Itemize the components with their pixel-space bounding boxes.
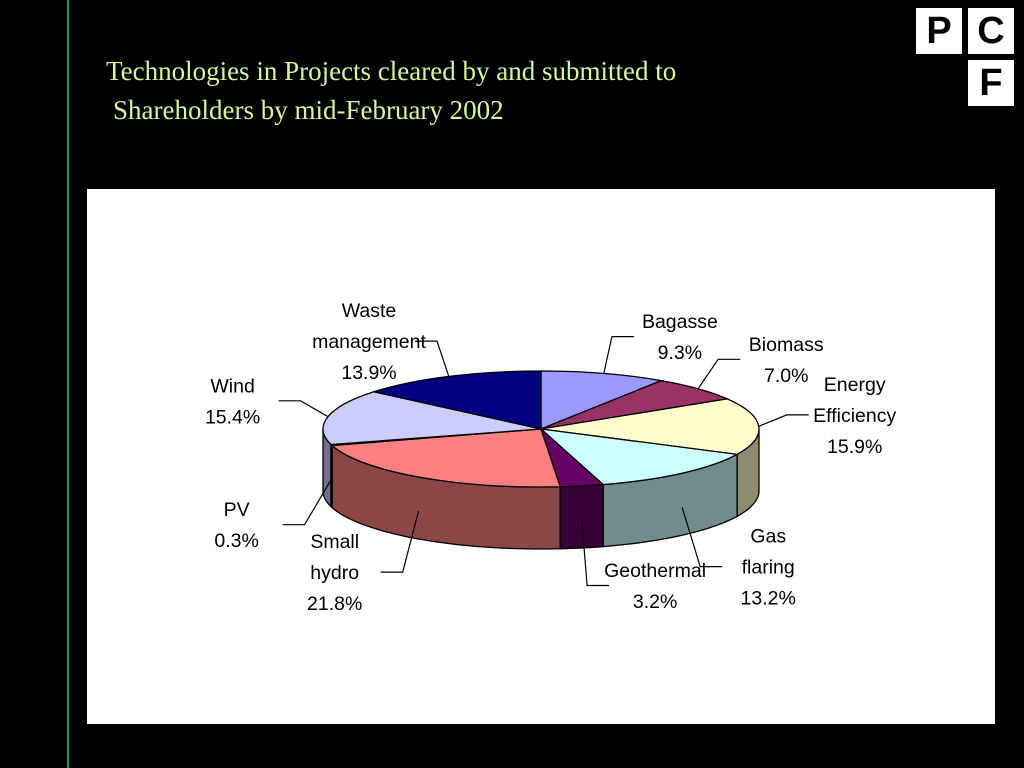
slice-value-energy-efficiency: 15.9% [827, 436, 882, 458]
slice-value-small-hydro: 21.8% [307, 593, 362, 615]
slice-label-bagasse: Bagasse 9.3% [642, 311, 718, 364]
leader-line-energy-efficiency [758, 414, 809, 427]
slice-label-geothermal: Geothermal 3.2% [604, 560, 706, 613]
leader-line-pv [282, 478, 333, 526]
slide-title-line-1: Technologies in Projects cleared by and … [106, 56, 677, 86]
pie-slice-waste-management [371, 370, 542, 430]
pie-slice-small-hydro [330, 428, 562, 488]
slice-label-wind: Wind 15.4% [205, 375, 260, 428]
slice-value-geothermal: 3.2% [633, 591, 677, 613]
pie-chart: Bagasse 9.3% Biomass 7.0% Energy Efficiency 15… [205, 300, 897, 615]
pie-side-geothermal [559, 483, 604, 550]
slide-title: Technologies in Projects cleared by and … [106, 52, 866, 130]
slice-label-pv: PV 0.3% [214, 499, 258, 552]
slice-value-biomass: 7.0% [764, 365, 808, 387]
slice-value-pv: 0.3% [214, 530, 258, 552]
slice-label-waste-management: Waste management 13.9% [312, 300, 426, 384]
pie-slice-gas-flaring [539, 428, 740, 486]
leader-line-geothermal [581, 520, 610, 587]
slice-value-gas-flaring: 13.2% [741, 588, 796, 610]
slide-title-line-2: Shareholders by mid-February 2002 [113, 95, 504, 125]
slice-value-bagasse: 9.3% [658, 342, 702, 364]
leader-line-bagasse [603, 336, 634, 374]
leader-line-waste-management [415, 340, 450, 377]
accent-vertical-line [67, 0, 69, 768]
logo-letter-c: C [968, 8, 1014, 54]
logo-letter-p: P [916, 8, 962, 54]
slice-label-small-hydro: Small hydro 21.8% [307, 531, 362, 615]
chart-panel: Bagasse 9.3% Biomass 7.0% Energy Efficiency 15… [87, 189, 995, 724]
pcf-logo: P C F [916, 8, 1016, 108]
pie-labels: Bagasse 9.3% Biomass 7.0% Energy Efficiency 15… [205, 300, 897, 615]
slice-label-gas-flaring: Gas flaring 13.2% [741, 526, 796, 610]
leader-line-small-hydro [380, 510, 420, 573]
leader-line-gas-flaring [681, 507, 723, 568]
slice-label-biomass: Biomass 7.0% [749, 334, 824, 387]
leader-line-biomass [697, 358, 741, 390]
slice-value-waste-management: 13.9% [341, 362, 396, 384]
pie-slice-energy-efficiency [540, 398, 760, 456]
pie-side-walls [322, 428, 760, 550]
leader-line-wind [278, 400, 329, 418]
pie-slices [322, 370, 760, 488]
slice-label-energy-efficiency: Energy Efficiency 15.9% [813, 374, 896, 458]
slice-value-wind: 15.4% [205, 406, 260, 428]
logo-letter-f: F [968, 60, 1014, 106]
